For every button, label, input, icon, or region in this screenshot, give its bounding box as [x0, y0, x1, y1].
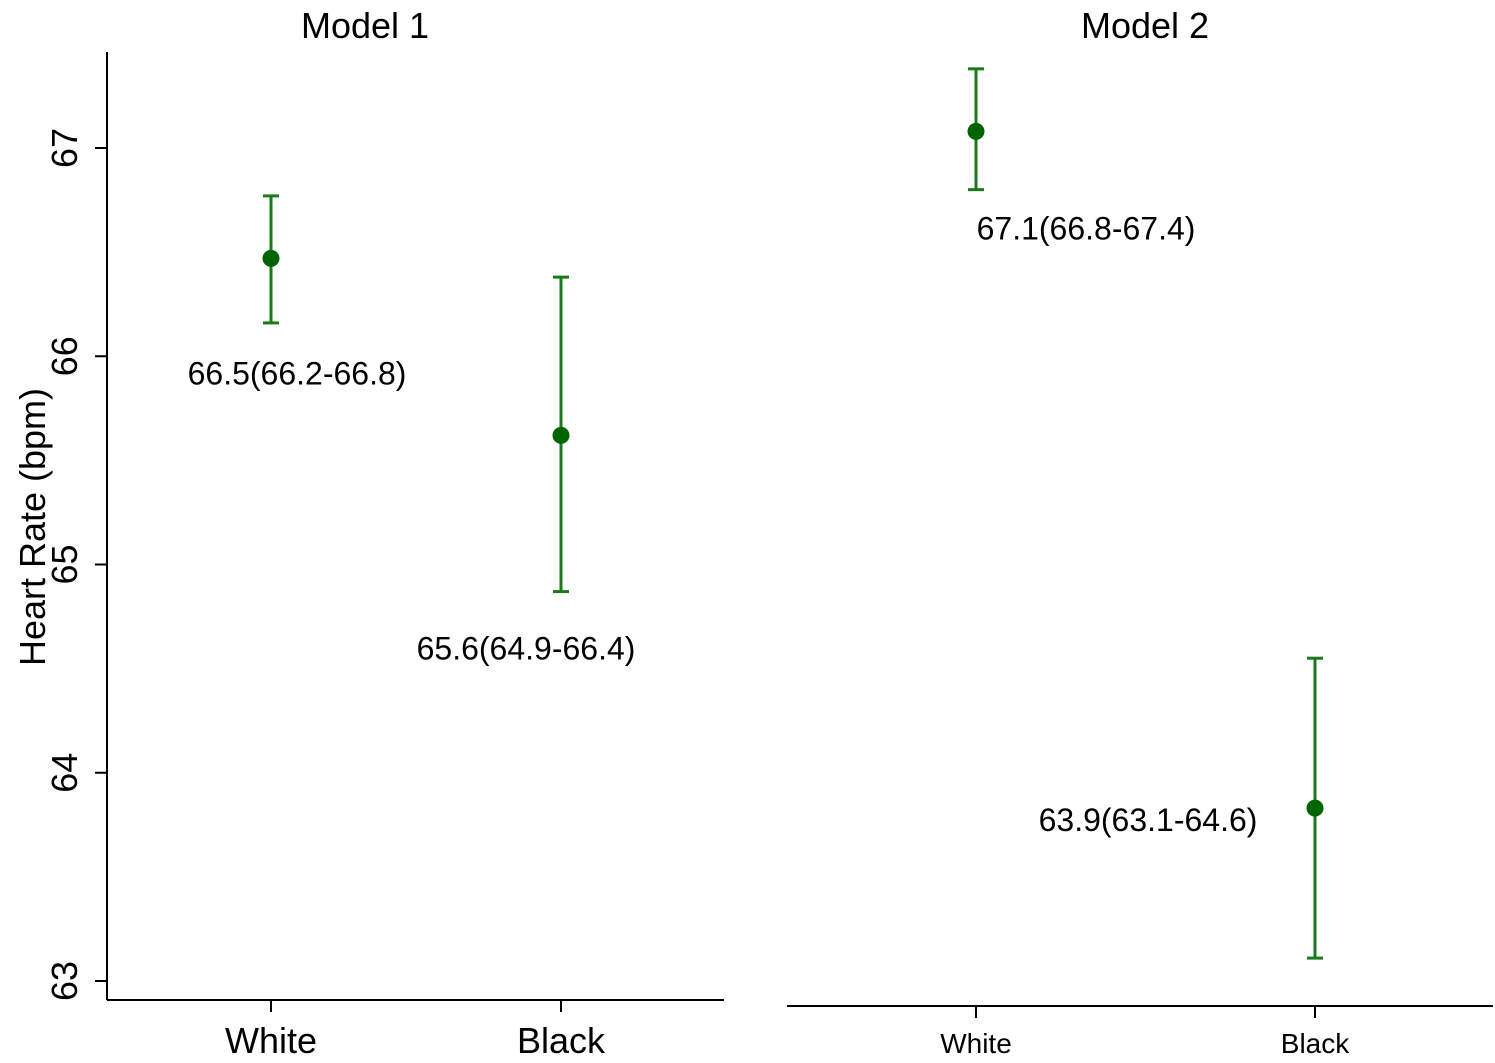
point-estimate-marker — [262, 249, 280, 267]
data-label: 63.9(63.1-64.6) — [1039, 802, 1258, 838]
model-2-panel: Model 2 White Black 67.1(66.8-67.4) 63.9(6… — [787, 5, 1493, 1059]
data-label: 65.6(64.9-66.4) — [417, 630, 636, 666]
y-tick-label: 64 — [44, 753, 85, 793]
model-1-marks: 66.5(66.2-66.8) 65.6(64.9-66.4) — [188, 194, 636, 666]
y-tick-label: 65 — [44, 544, 85, 584]
data-label: 66.5(66.2-66.8) — [188, 355, 407, 391]
x-tick-label: Black — [1281, 1028, 1350, 1059]
y-tick-label: 66 — [44, 336, 85, 376]
y-axis-title: Heart Rate (bpm) — [12, 388, 53, 666]
point-estimate-marker — [967, 122, 985, 140]
model-2-title: Model 2 — [1081, 5, 1209, 46]
point-estimate-marker — [1306, 799, 1324, 817]
model-1-y-ticks: 63 64 65 66 67 — [44, 128, 107, 1001]
model-1-x-ticks: White Black — [225, 1000, 606, 1061]
data-label: 67.1(66.8-67.4) — [977, 210, 1196, 246]
x-tick-label: White — [225, 1020, 317, 1061]
y-tick-label: 67 — [44, 128, 85, 168]
model-2-marks: 67.1(66.8-67.4) 63.9(63.1-64.6) — [967, 67, 1324, 960]
y-tick-label: 63 — [44, 961, 85, 1001]
model-2-x-ticks: White Black — [940, 1006, 1350, 1059]
model-1-title: Model 1 — [301, 5, 429, 46]
model-1-panel: Model 1 Heart Rate (bpm) 63 64 65 66 67 Whit… — [12, 5, 724, 1061]
point-estimate-marker — [552, 426, 570, 444]
x-tick-label: White — [940, 1028, 1012, 1059]
x-tick-label: Black — [517, 1020, 606, 1061]
